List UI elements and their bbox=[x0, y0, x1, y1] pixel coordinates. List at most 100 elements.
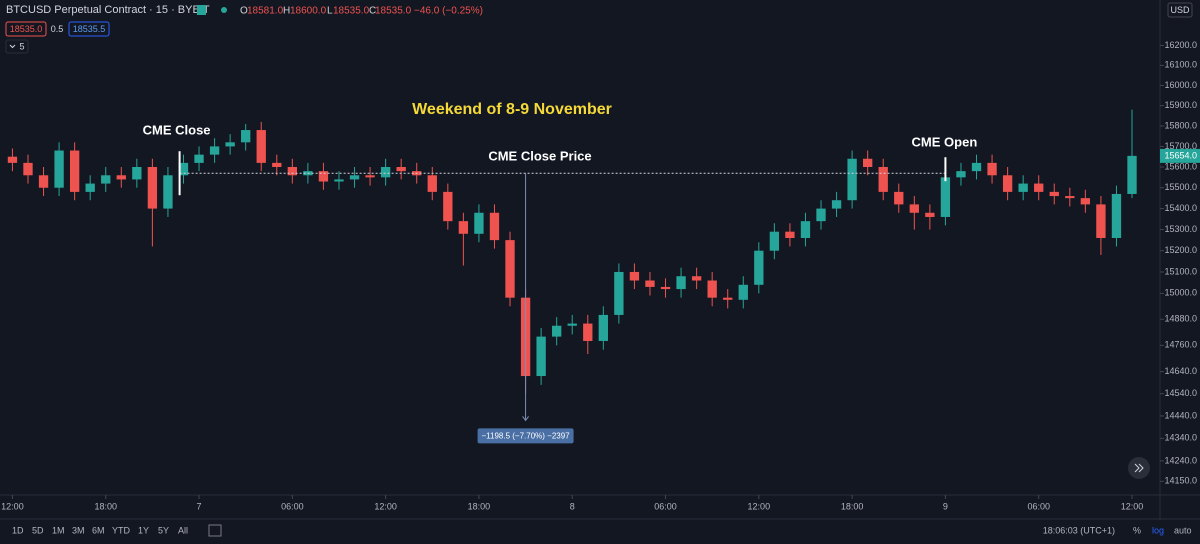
candle-body bbox=[23, 162, 33, 176]
chevron-icon bbox=[9, 44, 16, 49]
date-range-icon[interactable] bbox=[208, 524, 222, 537]
range-button[interactable]: 1Y bbox=[138, 525, 149, 535]
candle-body bbox=[956, 171, 966, 178]
candle-body bbox=[443, 191, 453, 222]
bid-box[interactable] bbox=[5, 21, 47, 37]
candle-body bbox=[194, 154, 204, 163]
y-tick-label: 15300.0 bbox=[1164, 224, 1197, 234]
ask-box[interactable] bbox=[68, 21, 110, 37]
candle-body bbox=[272, 162, 282, 168]
candle-body bbox=[1049, 191, 1059, 197]
annotation-label: CME Open bbox=[912, 135, 978, 150]
status-dot bbox=[221, 7, 227, 13]
candle-body bbox=[132, 167, 142, 180]
percent-toggle[interactable]: % bbox=[1133, 525, 1141, 535]
candle-body bbox=[971, 162, 982, 172]
candle-body bbox=[629, 271, 640, 281]
candle-body bbox=[536, 336, 546, 377]
y-tick-label: 16200.0 bbox=[1164, 40, 1197, 50]
y-tick-label: 14640.0 bbox=[1164, 366, 1197, 376]
x-tick-label: 12:00 bbox=[1, 501, 24, 511]
y-tick-label: 14760.0 bbox=[1164, 340, 1197, 350]
candle-body bbox=[894, 191, 904, 205]
candle-body bbox=[676, 276, 686, 290]
candle-body bbox=[349, 175, 360, 180]
candle-body bbox=[489, 212, 500, 241]
annotation-label: CME Close bbox=[143, 123, 211, 138]
ohlc-value: 18600.0 bbox=[290, 6, 327, 17]
candle-body bbox=[645, 280, 655, 287]
candle-body bbox=[769, 231, 780, 251]
candle-body bbox=[800, 221, 811, 239]
x-tick-label: 9 bbox=[943, 501, 948, 511]
bid[interactable]: 18535.0 bbox=[10, 24, 43, 34]
candle-body bbox=[1002, 175, 1013, 192]
candle-body bbox=[598, 314, 608, 341]
candle-body bbox=[583, 323, 593, 341]
candle-body bbox=[552, 325, 562, 337]
last-price-box bbox=[1160, 148, 1200, 163]
range-button[interactable]: 5D bbox=[32, 525, 44, 535]
candle-body bbox=[987, 162, 997, 176]
range-button[interactable]: 1D bbox=[12, 525, 24, 535]
candle-body bbox=[723, 297, 733, 300]
scroll-icon bbox=[1134, 463, 1144, 473]
candle-body bbox=[909, 204, 919, 213]
candle-body bbox=[318, 171, 329, 182]
candle-body bbox=[427, 175, 437, 192]
y-tick-label: 15500.0 bbox=[1164, 182, 1197, 192]
candle-body bbox=[738, 284, 748, 300]
spread: 0.5 bbox=[51, 24, 64, 34]
candle-body bbox=[225, 142, 235, 147]
candle-body bbox=[474, 212, 484, 234]
auto-toggle[interactable]: auto bbox=[1174, 525, 1192, 535]
candle-body bbox=[163, 175, 173, 209]
range-button[interactable]: All bbox=[178, 525, 188, 535]
candle-body bbox=[1018, 183, 1028, 192]
symbol[interactable]: BTCUSD Perpetual Contract · 15 · BYBIT bbox=[6, 4, 210, 16]
range-button[interactable]: 6M bbox=[92, 525, 105, 535]
indicator-toggle[interactable] bbox=[5, 39, 29, 54]
y-tick-label: 14440.0 bbox=[1164, 410, 1197, 420]
x-tick-label: 12:00 bbox=[374, 501, 397, 511]
y-tick-label: 15200.0 bbox=[1164, 245, 1197, 255]
candle-body bbox=[69, 150, 80, 192]
candle-body bbox=[691, 276, 702, 281]
candle-body bbox=[396, 167, 406, 172]
y-tick-label: 14880.0 bbox=[1164, 314, 1197, 324]
candle-body bbox=[380, 167, 391, 178]
candle-body bbox=[1065, 196, 1075, 199]
measure-arrow bbox=[522, 416, 529, 422]
ohlc-value: 18535.0 bbox=[333, 6, 370, 17]
currency-box[interactable] bbox=[1167, 2, 1193, 18]
y-tick-label: 16000.0 bbox=[1164, 80, 1197, 90]
x-tick-label: 06:00 bbox=[1027, 501, 1050, 511]
flag-icon[interactable] bbox=[197, 5, 206, 15]
range-button[interactable]: 1M bbox=[52, 525, 65, 535]
ohlc-value: 18581.0 bbox=[247, 6, 284, 17]
range-button[interactable]: 5Y bbox=[158, 525, 169, 535]
candle-body bbox=[101, 175, 111, 184]
candle-body bbox=[209, 146, 220, 155]
candle-body bbox=[334, 179, 344, 182]
range-button[interactable]: 3M bbox=[72, 525, 85, 535]
log-toggle[interactable]: log bbox=[1152, 525, 1164, 535]
candle-body bbox=[754, 250, 764, 285]
candle-body bbox=[1080, 198, 1091, 205]
currency[interactable]: USD bbox=[1170, 5, 1190, 15]
y-tick-label: 15600.0 bbox=[1164, 161, 1197, 171]
candle-body bbox=[567, 323, 577, 326]
ohlc-label: L bbox=[327, 6, 333, 17]
candle-body bbox=[785, 231, 795, 239]
x-tick-label: 18:00 bbox=[94, 501, 117, 511]
measure-label: −1198.5 (−7.70%) −2397 bbox=[481, 432, 570, 441]
candle-body bbox=[116, 175, 126, 180]
range-button[interactable]: YTD bbox=[112, 525, 131, 535]
measure-box bbox=[477, 428, 574, 444]
ask[interactable]: 18535.5 bbox=[73, 24, 106, 34]
candle-body bbox=[287, 167, 297, 176]
x-tick-label: 18:00 bbox=[841, 501, 864, 511]
candle-body bbox=[863, 158, 873, 168]
